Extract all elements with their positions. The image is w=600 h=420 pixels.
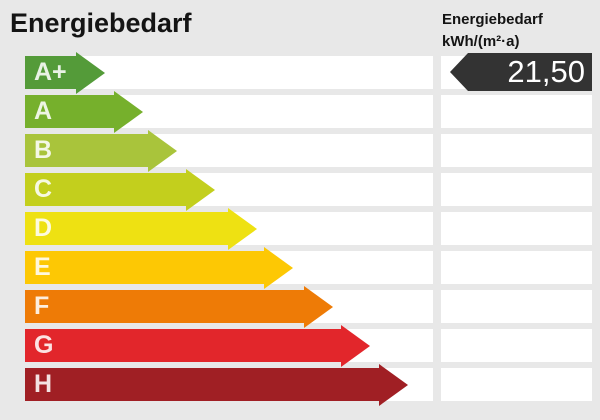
scale-row: G: [25, 324, 592, 367]
value-cell: [441, 95, 592, 128]
unit-header-unit: kWh/(m²·a): [442, 33, 520, 50]
scale-cell: B: [25, 129, 433, 172]
scale-cell: D: [25, 207, 433, 250]
scale-cell: A+: [25, 51, 433, 94]
arrow-head-icon: [228, 207, 257, 250]
scale-row: B: [25, 129, 592, 172]
scale-row: E: [25, 246, 592, 289]
scale-bar-label: A: [34, 97, 53, 125]
scale-row: A: [25, 90, 592, 133]
arrow-head-icon: [264, 246, 293, 289]
value-cell: [441, 329, 592, 362]
value-cell: [441, 134, 592, 167]
value-cell: [441, 251, 592, 284]
scale-bar-label: E: [34, 253, 51, 281]
arrow-head-icon: [148, 129, 177, 172]
scale-cell: F: [25, 285, 433, 328]
scale-bar: A+: [25, 51, 105, 94]
arrow-head-icon: [76, 51, 105, 94]
arrow-head-icon: [379, 363, 408, 406]
scale-bar: E: [25, 246, 293, 289]
scale-cell: H: [25, 363, 433, 406]
value-cell: [441, 212, 592, 245]
scale-bar-label: F: [34, 292, 50, 320]
arrow-head-icon: [114, 90, 143, 133]
scale-bar-label: A+: [34, 58, 67, 86]
scale-row: C: [25, 168, 592, 211]
scale-cell: G: [25, 324, 433, 367]
scale-bar: B: [25, 129, 177, 172]
scale-bar: A: [25, 90, 143, 133]
value-cell: [441, 173, 592, 206]
scale-bar-label: G: [34, 331, 54, 359]
value-cell: [441, 368, 592, 401]
scale-bar-label: C: [34, 175, 53, 203]
page-title: Energiebedarf: [10, 8, 192, 38]
scale-cell: E: [25, 246, 433, 289]
scale-row: H: [25, 363, 592, 406]
scale-bar: H: [25, 363, 408, 406]
arrow-head-icon: [304, 285, 333, 328]
arrow-head-icon: [341, 324, 370, 367]
arrow-head-icon: [186, 168, 215, 211]
scale-cell: A: [25, 90, 433, 133]
scale-bar: G: [25, 324, 370, 367]
scale-bar: F: [25, 285, 333, 328]
rating-scale: A+ A B C: [25, 51, 592, 407]
scale-bar-label: D: [34, 214, 53, 242]
scale-row: D: [25, 207, 592, 250]
value-arrow: 21,50: [450, 53, 592, 91]
scale-bar: C: [25, 168, 215, 211]
value-cell: [441, 290, 592, 323]
scale-bar: D: [25, 207, 257, 250]
scale-bar-label: B: [34, 136, 53, 164]
scale-bar-label: H: [34, 370, 53, 398]
scale-cell: C: [25, 168, 433, 211]
unit-header-name: Energiebedarf: [442, 11, 543, 28]
value-arrow-tip-icon: [450, 53, 468, 91]
scale-row: F: [25, 285, 592, 328]
unit-header: Energiebedarf kWh/(m²·a): [442, 9, 543, 53]
value-text: 21,50: [468, 53, 592, 91]
